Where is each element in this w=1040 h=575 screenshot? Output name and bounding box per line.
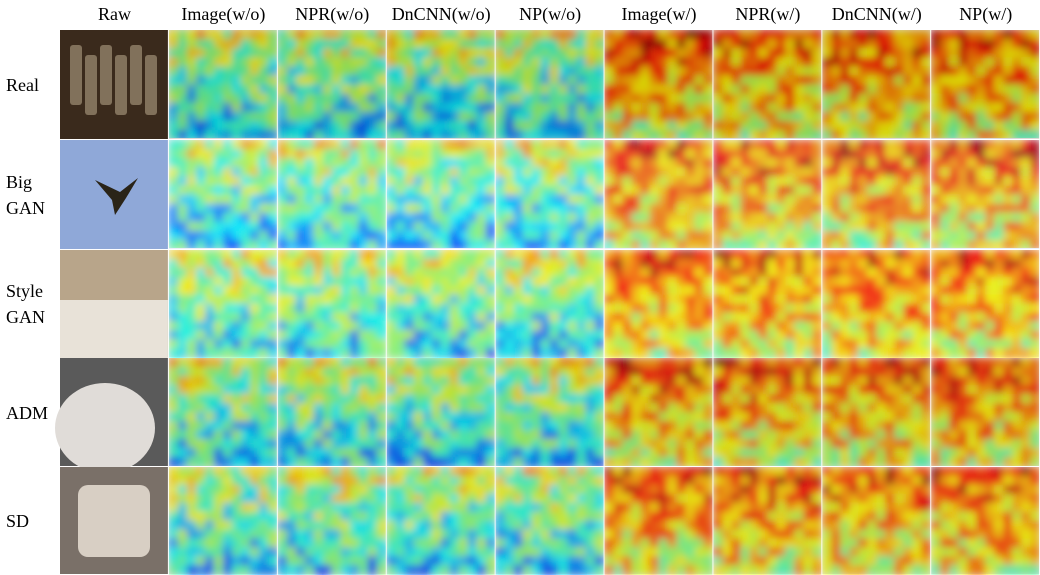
image-overlay xyxy=(713,140,821,249)
raw-image xyxy=(60,30,168,139)
image-overlay xyxy=(822,250,930,357)
image-overlay xyxy=(605,250,713,357)
image-overlay xyxy=(605,358,713,466)
glass xyxy=(100,45,112,105)
glass xyxy=(145,55,157,115)
figure-page: RawImage(w/o)NPR(w/o)DnCNN(w/o)NP(w/o)Im… xyxy=(0,0,1040,575)
image-overlay xyxy=(713,358,821,466)
image-overlay xyxy=(496,140,604,249)
heatmap-image xyxy=(496,30,605,140)
heatmap-image xyxy=(822,30,931,140)
image-overlay xyxy=(713,250,821,357)
raw-image xyxy=(60,140,168,249)
image-overlay xyxy=(387,140,495,249)
heatmap-image xyxy=(931,358,1040,467)
heatmap-image xyxy=(822,140,931,250)
heatmap-image xyxy=(387,140,496,250)
image-overlay xyxy=(387,30,495,139)
image-overlay xyxy=(713,30,821,139)
heatmap-image xyxy=(822,250,931,358)
heatmap-image xyxy=(278,358,387,467)
heatmap-image xyxy=(822,358,931,467)
image-overlay xyxy=(169,358,277,466)
heatmap-image xyxy=(931,250,1040,358)
image-overlay xyxy=(496,250,604,357)
heatmap-image xyxy=(931,30,1040,140)
heatmap-image xyxy=(278,140,387,250)
image-overlay xyxy=(931,140,1039,249)
heatmap-image xyxy=(713,140,822,250)
dog xyxy=(55,383,155,473)
heatmap-image xyxy=(169,358,278,467)
pillow xyxy=(78,485,150,557)
heatmap-image xyxy=(605,358,714,467)
heatmap-image xyxy=(278,250,387,358)
image-overlay xyxy=(822,30,930,139)
image-overlay xyxy=(387,250,495,357)
heatmap-image xyxy=(713,250,822,358)
image-overlay xyxy=(387,358,495,466)
image-overlay xyxy=(278,250,386,357)
image-overlay xyxy=(822,358,930,466)
heatmap-image xyxy=(387,358,496,467)
raw-image xyxy=(60,467,168,574)
heatmap-image xyxy=(278,30,387,140)
image-overlay xyxy=(278,358,386,466)
heatmap-image xyxy=(496,250,605,358)
heatmap-image xyxy=(605,30,714,140)
heatmap-image xyxy=(605,250,714,358)
heatmap-image xyxy=(387,250,496,358)
image-overlay xyxy=(278,30,386,139)
heatmap-image xyxy=(605,140,714,250)
raw-image xyxy=(55,358,168,473)
heatmap-image xyxy=(169,467,278,575)
glass xyxy=(70,45,82,105)
image-overlay xyxy=(605,140,713,249)
image-overlay xyxy=(169,467,277,574)
image-overlay xyxy=(931,358,1039,466)
glass xyxy=(115,55,127,115)
glass xyxy=(130,45,142,105)
heatmap-image xyxy=(496,140,605,250)
image-overlay xyxy=(169,30,277,139)
heatmap-image xyxy=(278,467,387,575)
heatmap-image xyxy=(387,30,496,140)
image-overlay xyxy=(605,30,713,139)
image-overlay xyxy=(931,30,1039,139)
heatmap-image xyxy=(169,140,278,250)
raw-image xyxy=(60,250,168,358)
image-overlay xyxy=(931,250,1039,357)
heatmap-image xyxy=(713,30,822,140)
image-overlay xyxy=(169,140,277,249)
bed xyxy=(60,300,168,358)
heatmap-image xyxy=(496,358,605,467)
heatmap-image xyxy=(931,140,1040,250)
image-overlay xyxy=(169,250,277,357)
glass xyxy=(85,55,97,115)
heatmap-image xyxy=(169,30,278,140)
heatmap-image xyxy=(713,358,822,467)
image-overlay xyxy=(822,140,930,249)
image-overlay xyxy=(496,30,604,139)
image-overlay xyxy=(496,358,604,466)
image-grid xyxy=(0,0,1040,575)
image-overlay xyxy=(278,140,386,249)
heatmap-image xyxy=(169,250,278,358)
